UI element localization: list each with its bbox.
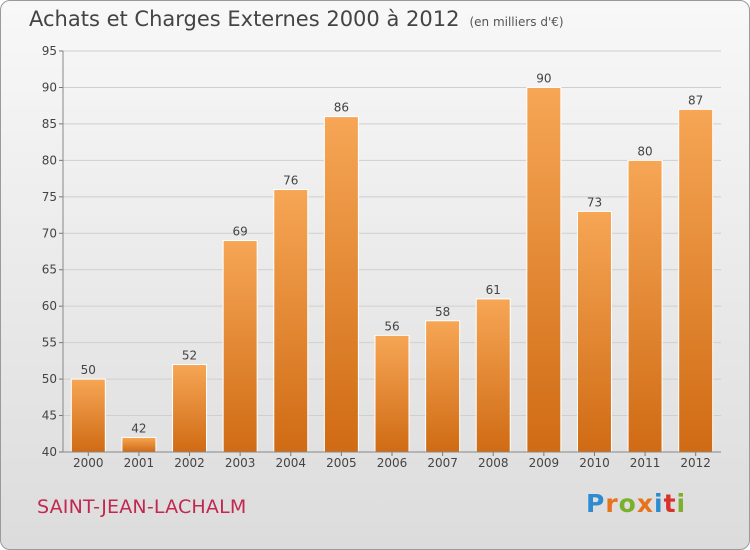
bar [475, 298, 511, 453]
logo-letter: t [663, 489, 677, 518]
bar-value-label: 52 [182, 349, 197, 363]
x-tick-label: 2007 [427, 456, 458, 470]
y-tick-label: 55 [42, 336, 57, 350]
bar [678, 108, 714, 453]
bar-value-label: 76 [283, 174, 298, 188]
title-text: Achats et Charges Externes 2000 à 2012 [29, 7, 460, 31]
y-tick-label: 90 [42, 80, 57, 94]
bar [323, 116, 359, 453]
logo-letter: r [605, 489, 619, 518]
y-tick-label: 70 [42, 226, 57, 240]
title-unit: (en milliers d'€) [469, 15, 564, 29]
bar [70, 378, 106, 453]
y-tick-label: 60 [42, 299, 57, 313]
logo-letter: i [676, 489, 687, 518]
x-tick-label: 2004 [275, 456, 306, 470]
y-tick-label: 85 [42, 117, 57, 131]
y-tick-label: 75 [42, 190, 57, 204]
bar-value-label: 73 [587, 195, 602, 209]
x-tick-label: 2009 [529, 456, 560, 470]
place-name: SAINT-JEAN-LACHALM [37, 496, 247, 518]
bar [576, 210, 612, 453]
y-axis: 40 45 50 55 60 65 70 75 80 85 90 95 [42, 44, 64, 459]
bar [273, 189, 309, 453]
x-tick-label: 2002 [174, 456, 205, 470]
bar-value-label: 42 [131, 421, 146, 435]
x-tick-label: 2001 [124, 456, 155, 470]
bar-value-label: 69 [233, 225, 248, 239]
bar-series: 50 42 52 69 76 86 56 58 61 90 73 80 87 [70, 71, 714, 453]
bar [526, 86, 562, 453]
bar [172, 364, 208, 453]
bar [222, 240, 258, 453]
logo-letter: x [636, 489, 654, 518]
bar [627, 159, 663, 453]
x-tick-label: 2011 [630, 456, 661, 470]
bar-value-label: 61 [486, 283, 501, 297]
logo-letter: o [618, 489, 637, 518]
y-tick-label: 40 [42, 445, 57, 459]
x-tick-label: 2012 [680, 456, 711, 470]
bar-value-label: 87 [688, 93, 703, 107]
bar [425, 320, 461, 453]
y-tick-label: 45 [42, 409, 57, 423]
bar [374, 334, 410, 453]
bar [121, 436, 157, 453]
y-tick-label: 65 [42, 263, 57, 277]
bar-value-label: 90 [536, 71, 551, 85]
x-tick-label: 2000 [73, 456, 104, 470]
y-tick-label: 80 [42, 153, 57, 167]
x-tick-label: 2010 [579, 456, 610, 470]
bar-value-label: 86 [334, 101, 349, 115]
x-tick-label: 2008 [478, 456, 509, 470]
bar-value-label: 56 [384, 319, 399, 333]
y-tick-label: 95 [42, 44, 57, 58]
bar-value-label: 58 [435, 305, 450, 319]
x-tick-label: 2003 [225, 456, 256, 470]
x-tick-label: 2005 [326, 456, 357, 470]
logo-letter: i [654, 489, 664, 518]
x-tick-label: 2006 [377, 456, 408, 470]
bar-value-label: 80 [637, 144, 652, 158]
chart-title: Achats et Charges Externes 2000 à 2012 (e… [29, 7, 564, 31]
proxiti-logo: Proxiti [586, 489, 686, 518]
bar-value-label: 50 [81, 363, 96, 377]
logo-letter: P [586, 489, 606, 518]
y-tick-label: 50 [42, 372, 57, 386]
x-axis: 2000 2001 2002 2003 2004 2005 2006 2007 2008 2009… [63, 451, 721, 470]
